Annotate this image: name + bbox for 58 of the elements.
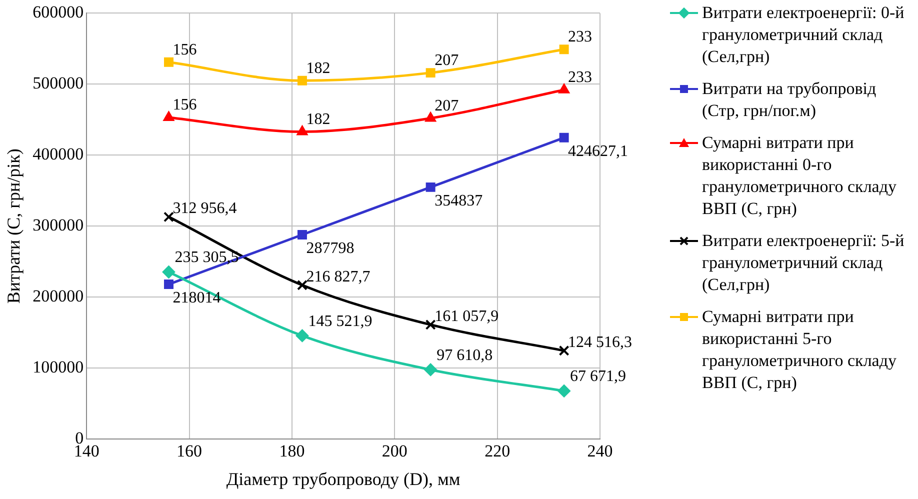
annotation: 207 bbox=[434, 97, 459, 114]
point bbox=[559, 132, 569, 142]
data-label: 67 671,9 bbox=[570, 368, 626, 386]
legend-label: Сумарні витрати при використанні 0-го гранулометричного складу ВВП (С, грн) bbox=[702, 132, 898, 220]
point bbox=[424, 112, 436, 122]
data-label: 97 610,8 bbox=[436, 346, 493, 364]
point bbox=[162, 266, 176, 279]
annotation: 233 bbox=[568, 28, 592, 46]
data-label: 312 956,4 bbox=[172, 200, 237, 218]
data-label: 424627,1 bbox=[568, 142, 628, 160]
annotation: 207 bbox=[434, 52, 459, 70]
y-tick-label: 300000 bbox=[32, 216, 84, 235]
x-tick-label: 200 bbox=[382, 442, 408, 461]
x-tick-label: 220 bbox=[484, 442, 510, 461]
annotation: 182 bbox=[306, 60, 330, 77]
data-label: 354837 bbox=[434, 192, 483, 210]
data-label: 218014 bbox=[172, 289, 221, 306]
annotation: 233 bbox=[568, 69, 592, 86]
legend-label: Сумарні витрати при використанні 5-го гранулометричного складу ВВП (С, грн) bbox=[702, 306, 898, 394]
annotation: 156 bbox=[172, 41, 197, 58]
x-tick-label: 180 bbox=[279, 442, 305, 461]
point bbox=[164, 212, 174, 222]
x-axis-title: Діаметр трубопроводу (D), мм bbox=[226, 468, 460, 489]
x-tick-label: 240 bbox=[587, 442, 613, 461]
annotation: 182 bbox=[306, 110, 330, 128]
data-label: 235 305,5 bbox=[174, 249, 239, 266]
point bbox=[297, 76, 307, 86]
point bbox=[164, 57, 174, 67]
point bbox=[163, 111, 174, 122]
point bbox=[426, 68, 436, 78]
y-tick-label: 100000 bbox=[32, 358, 84, 376]
legend-label: Витрати електроенергії: 5-й гранулометричний склад (Сел,грн) bbox=[702, 230, 906, 296]
point bbox=[558, 384, 571, 398]
x-tick-label: 160 bbox=[176, 442, 202, 461]
data-label: 287798 bbox=[306, 240, 354, 257]
point bbox=[296, 280, 308, 290]
annotation: 156 bbox=[172, 96, 197, 114]
y-tick-label: 200000 bbox=[32, 286, 84, 306]
point bbox=[296, 329, 309, 342]
data-label: 145 521,9 bbox=[308, 312, 372, 330]
data-label: 161 057,9 bbox=[434, 308, 499, 325]
point bbox=[558, 345, 570, 356]
y-tick-label: 400000 bbox=[32, 144, 84, 164]
point bbox=[426, 182, 436, 192]
legend-label: Витрати електроенергії: 0-й гранулометричний склад (Сел,грн) bbox=[702, 2, 906, 68]
y-tick-label: 500000 bbox=[32, 74, 84, 93]
y-tick-label: 600000 bbox=[32, 2, 84, 22]
point bbox=[424, 363, 438, 376]
legend-label: Витрати на трубопровід (Стр, грн/пог.м) bbox=[702, 78, 878, 122]
point bbox=[297, 230, 307, 240]
point bbox=[425, 319, 436, 330]
point bbox=[164, 280, 174, 290]
point bbox=[296, 125, 308, 136]
data-label: 216 827,7 bbox=[306, 268, 370, 286]
point bbox=[558, 83, 570, 94]
y-axis-title: Витрати (С, грн/рік) bbox=[4, 148, 24, 304]
point bbox=[559, 44, 569, 54]
data-label: 124 516,3 bbox=[568, 334, 632, 351]
